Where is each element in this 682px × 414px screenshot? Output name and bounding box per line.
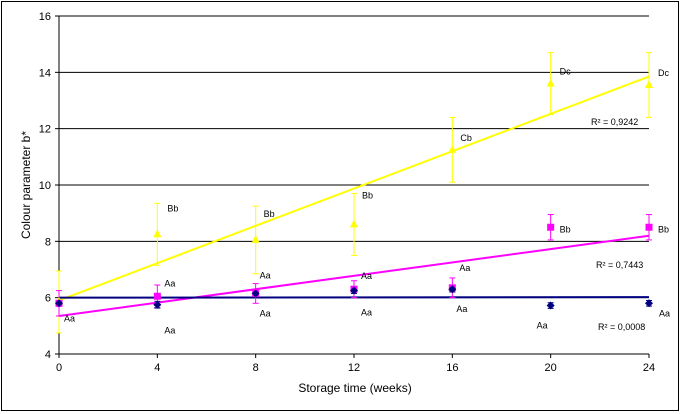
diamond-point: [251, 289, 260, 298]
significance-label: Aa: [260, 308, 271, 318]
x-tick-label: 8: [253, 362, 259, 374]
significance-label: Bb: [264, 209, 275, 219]
x-tick-label: 12: [348, 362, 360, 374]
significance-label: Aa: [260, 270, 271, 280]
significance-label: Aa: [361, 271, 372, 281]
y-tick-label: 12: [39, 124, 51, 136]
x-tick-label: 4: [154, 362, 160, 374]
significance-label: Aa: [164, 278, 175, 288]
triangle-point: [448, 144, 457, 153]
significance-label: Aa: [164, 326, 175, 336]
significance-label: Aa: [456, 304, 467, 314]
significance-label: Bb: [167, 203, 178, 213]
y-tick-label: 8: [45, 236, 51, 248]
triangle-point: [645, 80, 653, 89]
y-axis-title: Colour parameter b*: [19, 131, 33, 239]
significance-label: Dc: [658, 68, 669, 78]
diamond-point: [546, 301, 555, 310]
x-axis-title: Storage time (weeks): [298, 381, 411, 395]
triangle-point: [153, 229, 162, 238]
significance-label: Dc: [560, 67, 571, 77]
significance-label: Aa: [537, 321, 548, 331]
x-tick-label: 16: [446, 362, 458, 374]
significance-label: Aa: [64, 313, 75, 323]
significance-label: Bb: [658, 224, 669, 234]
y-tick-label: 14: [39, 67, 51, 79]
x-tick-label: 20: [545, 362, 557, 374]
y-tick-label: 6: [45, 293, 51, 305]
diamond-point: [350, 286, 358, 295]
significance-label: Aa: [659, 308, 670, 318]
diamond-point: [153, 300, 162, 309]
significance-label: Bb: [362, 190, 373, 200]
diamond-point: [55, 299, 63, 308]
r-squared-label: R² = 0,9242: [591, 117, 638, 127]
r-squared-label: R² = 0,0008: [598, 322, 645, 332]
significance-label: Aa: [361, 308, 372, 318]
significance-label: Aa: [459, 263, 470, 273]
diamond-point: [645, 299, 653, 308]
triangle-point: [251, 234, 260, 243]
triangle-point: [350, 219, 358, 228]
r-squared-label: R² = 0,7443: [596, 260, 643, 270]
square-point: [645, 223, 653, 231]
significance-label: Bb: [560, 224, 571, 234]
x-tick-label: 24: [643, 362, 655, 374]
x-tick-label: 0: [56, 362, 62, 374]
square-point: [153, 292, 161, 300]
y-tick-label: 4: [45, 349, 51, 361]
y-tick-label: 16: [39, 11, 51, 23]
data-points: [55, 78, 653, 310]
trendline: [58, 75, 650, 302]
diamond-point: [448, 285, 457, 294]
triangle-point: [546, 78, 555, 87]
significance-label: Cb: [460, 133, 472, 143]
square-point: [547, 223, 555, 231]
annotations: Bb Bb Bb Cb Dc Dc Aa Aa Aa Aa Bb Bb Aa Aa Aa Aa Aa Aa Aa R²…: [64, 67, 670, 336]
y-tick-label: 10: [39, 180, 51, 192]
